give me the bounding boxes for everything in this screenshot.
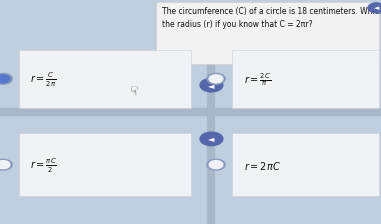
Text: ◄: ◄ xyxy=(208,81,215,90)
Text: ◄: ◄ xyxy=(374,5,379,11)
Circle shape xyxy=(0,159,12,170)
Text: $r = 2\pi C$: $r = 2\pi C$ xyxy=(244,160,281,172)
Text: the radius (r) if you know that C = 2πr?: the radius (r) if you know that C = 2πr? xyxy=(162,20,312,29)
Circle shape xyxy=(207,159,225,170)
Text: ◄: ◄ xyxy=(208,134,215,143)
Circle shape xyxy=(0,161,10,169)
FancyBboxPatch shape xyxy=(19,133,191,196)
Circle shape xyxy=(0,73,12,84)
Circle shape xyxy=(200,78,223,92)
Text: $r = \frac{2C}{\pi}$: $r = \frac{2C}{\pi}$ xyxy=(244,71,271,88)
FancyBboxPatch shape xyxy=(19,50,191,108)
Circle shape xyxy=(209,161,223,169)
Circle shape xyxy=(209,75,223,83)
Circle shape xyxy=(368,3,381,13)
Circle shape xyxy=(207,73,225,84)
Circle shape xyxy=(200,132,223,146)
Text: $r = \frac{\pi C}{2}$: $r = \frac{\pi C}{2}$ xyxy=(30,157,57,175)
Text: ☞: ☞ xyxy=(125,85,138,96)
FancyBboxPatch shape xyxy=(232,50,379,108)
Text: $r = \frac{C}{2\pi}$: $r = \frac{C}{2\pi}$ xyxy=(30,70,57,89)
FancyBboxPatch shape xyxy=(232,133,379,196)
Circle shape xyxy=(0,75,10,83)
Text: The circumference (C) of a circle is 18 centimeters. Which formula can you use t: The circumference (C) of a circle is 18 … xyxy=(162,7,381,16)
FancyBboxPatch shape xyxy=(156,2,379,64)
